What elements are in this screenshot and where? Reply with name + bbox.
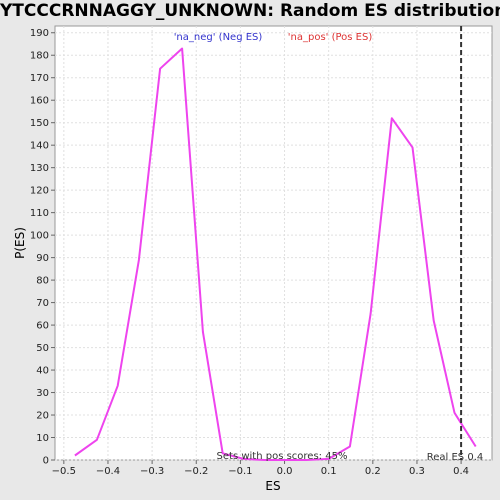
x-tick-label: −0.4: [96, 466, 120, 477]
y-tick-label: 110: [30, 208, 49, 219]
sets-with-pos-scores-label: Sets with pos scores: 45%: [217, 451, 348, 462]
pos-series-label: 'na_pos' (Pos ES): [288, 32, 373, 43]
y-tick-label: 100: [30, 231, 49, 242]
y-tick-label: 80: [36, 276, 49, 287]
plot-area: [54, 25, 493, 461]
chart-title: YTCCCRNNAGGY_UNKNOWN: Random ES distribu…: [0, 1, 500, 21]
y-tick-label: 160: [30, 96, 49, 107]
y-tick-label: 120: [30, 186, 49, 197]
y-tick-label: 50: [36, 343, 49, 354]
x-tick-label: −0.1: [228, 466, 252, 477]
x-tick-label: −0.2: [184, 466, 208, 477]
x-tick-label: 0.1: [321, 466, 337, 477]
y-tick-label: 40: [36, 366, 49, 377]
y-tick-label: 60: [36, 321, 49, 332]
y-tick-label: 0: [43, 456, 49, 467]
y-axis: 0 10 20 30 40 50 60 70 80 90 100 110 120 130 140 150 160…: [30, 28, 55, 467]
y-tick-label: 130: [30, 163, 49, 174]
x-axis-title: ES: [265, 479, 280, 493]
y-tick-label: 30: [36, 388, 49, 399]
x-tick-label: 0.0: [277, 466, 293, 477]
y-tick-label: 150: [30, 118, 49, 129]
neg-series-label: 'na_neg' (Neg ES): [174, 32, 263, 43]
y-axis-title: P(ES): [13, 227, 27, 259]
y-tick-label: 180: [30, 51, 49, 62]
x-tick-label: −0.3: [140, 466, 164, 477]
y-tick-label: 90: [36, 253, 49, 264]
x-tick-label: 0.4: [453, 466, 469, 477]
series-line: [74, 47, 477, 461]
x-tick-label: 0.2: [365, 466, 381, 477]
y-tick-label: 10: [36, 433, 49, 444]
y-tick-label: 70: [36, 298, 49, 309]
y-tick-label: 190: [30, 28, 49, 39]
series-group: [74, 47, 477, 461]
x-axis: −0.5 −0.4 −0.3 −0.2 −0.1 0.0 0.1 0.2 0.3 0.4: [52, 460, 469, 477]
x-tick-label: 0.3: [409, 466, 425, 477]
real-es-label: Real ES 0.4: [427, 452, 483, 463]
x-tick-label: −0.5: [52, 466, 76, 477]
y-tick-label: 140: [30, 141, 49, 152]
y-tick-label: 170: [30, 73, 49, 84]
y-tick-label: 20: [36, 411, 49, 422]
